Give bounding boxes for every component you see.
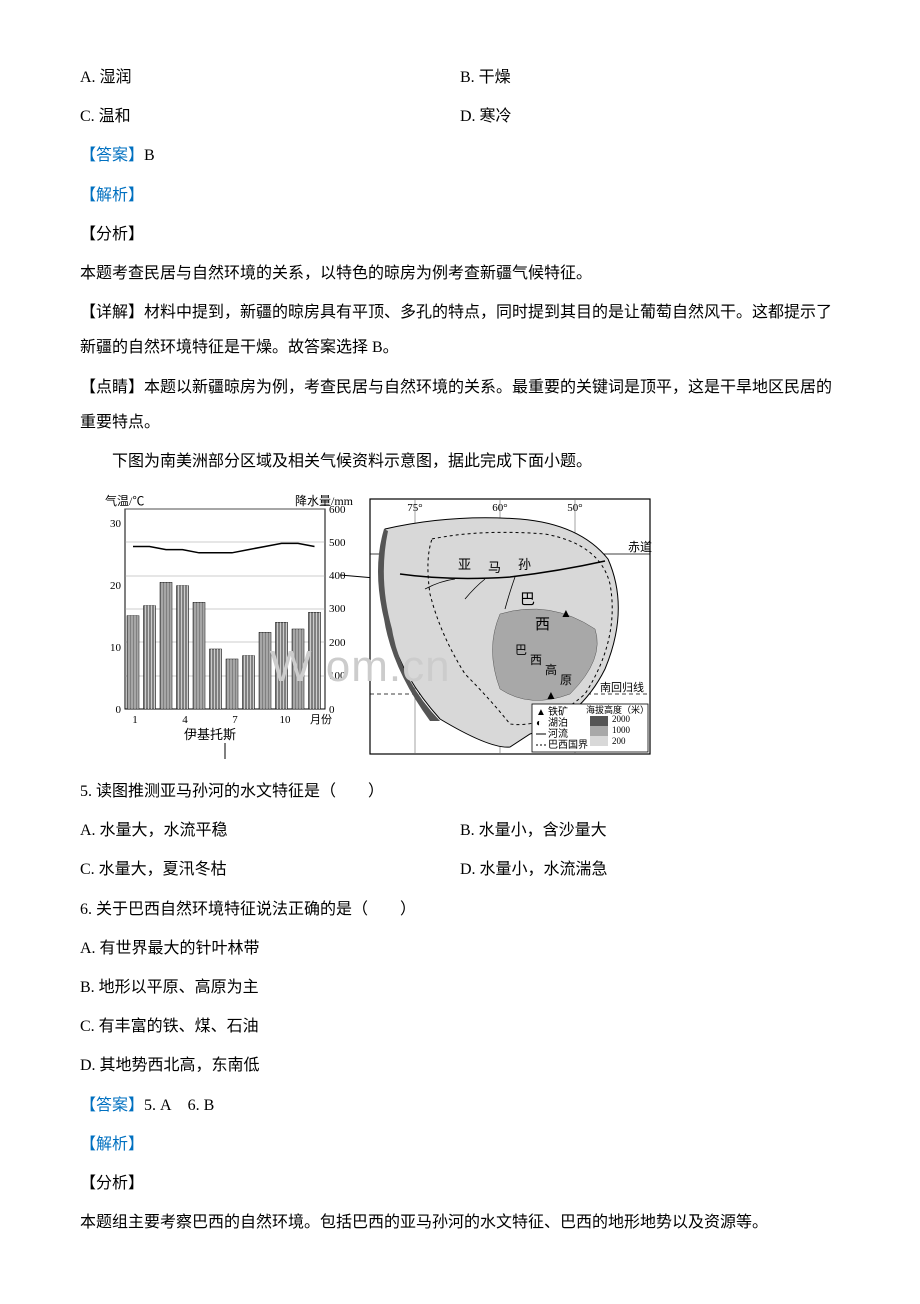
svg-text:10: 10 (280, 714, 292, 726)
svg-text:0: 0 (116, 704, 122, 716)
svg-text:60°: 60° (492, 502, 507, 514)
svg-text:▲: ▲ (560, 606, 572, 620)
analysis-label-56: 【解析】 (80, 1127, 840, 1162)
city-label: 伊基托斯 (184, 727, 236, 742)
svg-text:2000: 2000 (612, 714, 631, 724)
right-axis-label: 降水量/mm (295, 494, 354, 508)
q6-option-b: B. 地形以平原、高原为主 (80, 970, 840, 1005)
svg-text:10: 10 (110, 642, 122, 654)
analysis-label: 【解析】 (80, 178, 840, 213)
answers-56: 【答案】5. A 6. B (80, 1088, 840, 1123)
answer-label: 【答案】 (80, 1097, 144, 1114)
svg-text:巴: 巴 (515, 643, 527, 657)
svg-text:原: 原 (560, 673, 572, 687)
q5-option-d: D. 水量小，水流湍急 (460, 852, 840, 887)
svg-text:4: 4 (182, 714, 188, 726)
q6-option-d: D. 其地势西北高，东南低 (80, 1048, 840, 1083)
svg-text:孙: 孙 (518, 557, 531, 572)
svg-text:1: 1 (132, 714, 138, 726)
svg-text:◐: ◐ (536, 718, 542, 729)
left-axis-label: 气温/℃ (105, 493, 144, 508)
svg-text:500: 500 (329, 537, 346, 549)
q4-section-label: 【分析】 (80, 217, 840, 252)
svg-text:西: 西 (530, 653, 542, 667)
tropic-label: 南回归线 (600, 680, 644, 694)
svg-text:巴西国界: 巴西国界 (548, 739, 588, 751)
svg-text:▲: ▲ (536, 707, 546, 718)
svg-text:100: 100 (329, 670, 346, 682)
climate-and-map-svg: 0 10 20 30 0 100 200 300 400 500 600 气温/… (80, 489, 660, 764)
svg-text:亚: 亚 (458, 557, 471, 572)
svg-text:马: 马 (488, 560, 501, 575)
q5-option-c: C. 水量大，夏汛冬枯 (80, 852, 460, 887)
q4-answer-value: B (144, 147, 155, 164)
svg-text:75°: 75° (407, 502, 422, 514)
q4-detail-text: 材料中提到，新疆的晾房具有平顶、多孔的特点，同时提到其目的是让葡萄自然风干。这都… (80, 304, 832, 356)
q6-option-c: C. 有丰富的铁、煤、石油 (80, 1009, 840, 1044)
svg-text:湖泊: 湖泊 (548, 717, 568, 729)
analysis-text-56: 本题组主要考察巴西的自然环境。包括巴西的亚马孙河的水文特征、巴西的地形地势以及资… (80, 1205, 840, 1240)
q4-option-a: A. 湿润 (80, 60, 460, 95)
svg-text:西: 西 (535, 617, 550, 633)
q6-stem: 6. 关于巴西自然环境特征说法正确的是（ ） (80, 892, 840, 927)
q4-options-row1: A. 湿润 B. 干燥 (80, 60, 840, 95)
q5-option-a: A. 水量大，水流平稳 (80, 813, 460, 848)
q4-point-text: 本题以新疆晾房为例，考查民居与自然环境的关系。最重要的关键词是顶平，这是干旱地区… (80, 379, 832, 431)
q4-option-d: D. 寒冷 (460, 99, 840, 134)
equator-label: 赤道 (628, 540, 652, 554)
svg-text:高: 高 (545, 662, 557, 677)
q5-stem: 5. 读图推测亚马孙河的水文特征是（ ） (80, 774, 840, 809)
q4-analysis-intro: 本题考查民居与自然环境的关系，以特色的晾房为例考查新疆气候特征。 (80, 256, 840, 291)
svg-text:50°: 50° (567, 502, 582, 514)
point-label: 【点睛】 (80, 379, 144, 396)
detail-label: 【详解】 (80, 304, 144, 321)
q4-answer-line: 【答案】B (80, 138, 840, 173)
answer-label: 【答案】 (80, 147, 144, 164)
answer-5: 5. A (144, 1097, 172, 1114)
q5-option-b: B. 水量小，含沙量大 (460, 813, 840, 848)
svg-text:400: 400 (329, 570, 346, 582)
svg-text:20: 20 (110, 580, 122, 592)
q4-option-c: C. 温和 (80, 99, 460, 134)
q5-row2: C. 水量大，夏汛冬枯 D. 水量小，水流湍急 (80, 852, 840, 887)
svg-text:▲: ▲ (545, 688, 557, 702)
x-label: 月份 (310, 713, 332, 726)
q4-detail: 【详解】材料中提到，新疆的晾房具有平顶、多孔的特点，同时提到其目的是让葡萄自然风… (80, 295, 840, 365)
svg-text:巴: 巴 (520, 592, 535, 608)
q4-option-b: B. 干燥 (460, 60, 840, 95)
svg-text:300: 300 (329, 603, 346, 615)
svg-text:7: 7 (232, 714, 238, 726)
q4-options-row2: C. 温和 D. 寒冷 (80, 99, 840, 134)
q6-option-a: A. 有世界最大的针叶林带 (80, 931, 840, 966)
svg-text:1000: 1000 (612, 725, 631, 735)
svg-text:河流: 河流 (548, 727, 568, 740)
svg-text:200: 200 (612, 736, 626, 746)
answer-6: 6. B (188, 1097, 215, 1114)
q5-row1: A. 水量大，水流平稳 B. 水量小，含沙量大 (80, 813, 840, 848)
section-label-56: 【分析】 (80, 1166, 840, 1201)
svg-text:30: 30 (110, 518, 122, 530)
q4-point: 【点睛】本题以新疆晾房为例，考查民居与自然环境的关系。最重要的关键词是顶平，这是… (80, 370, 840, 440)
svg-text:铁矿: 铁矿 (548, 705, 568, 718)
stem-56: 下图为南美洲部分区域及相关气候资料示意图，据此完成下面小题。 (80, 444, 840, 479)
svg-text:200: 200 (329, 637, 346, 649)
figure-container: 0 10 20 30 0 100 200 300 400 500 600 气温/… (80, 489, 660, 764)
